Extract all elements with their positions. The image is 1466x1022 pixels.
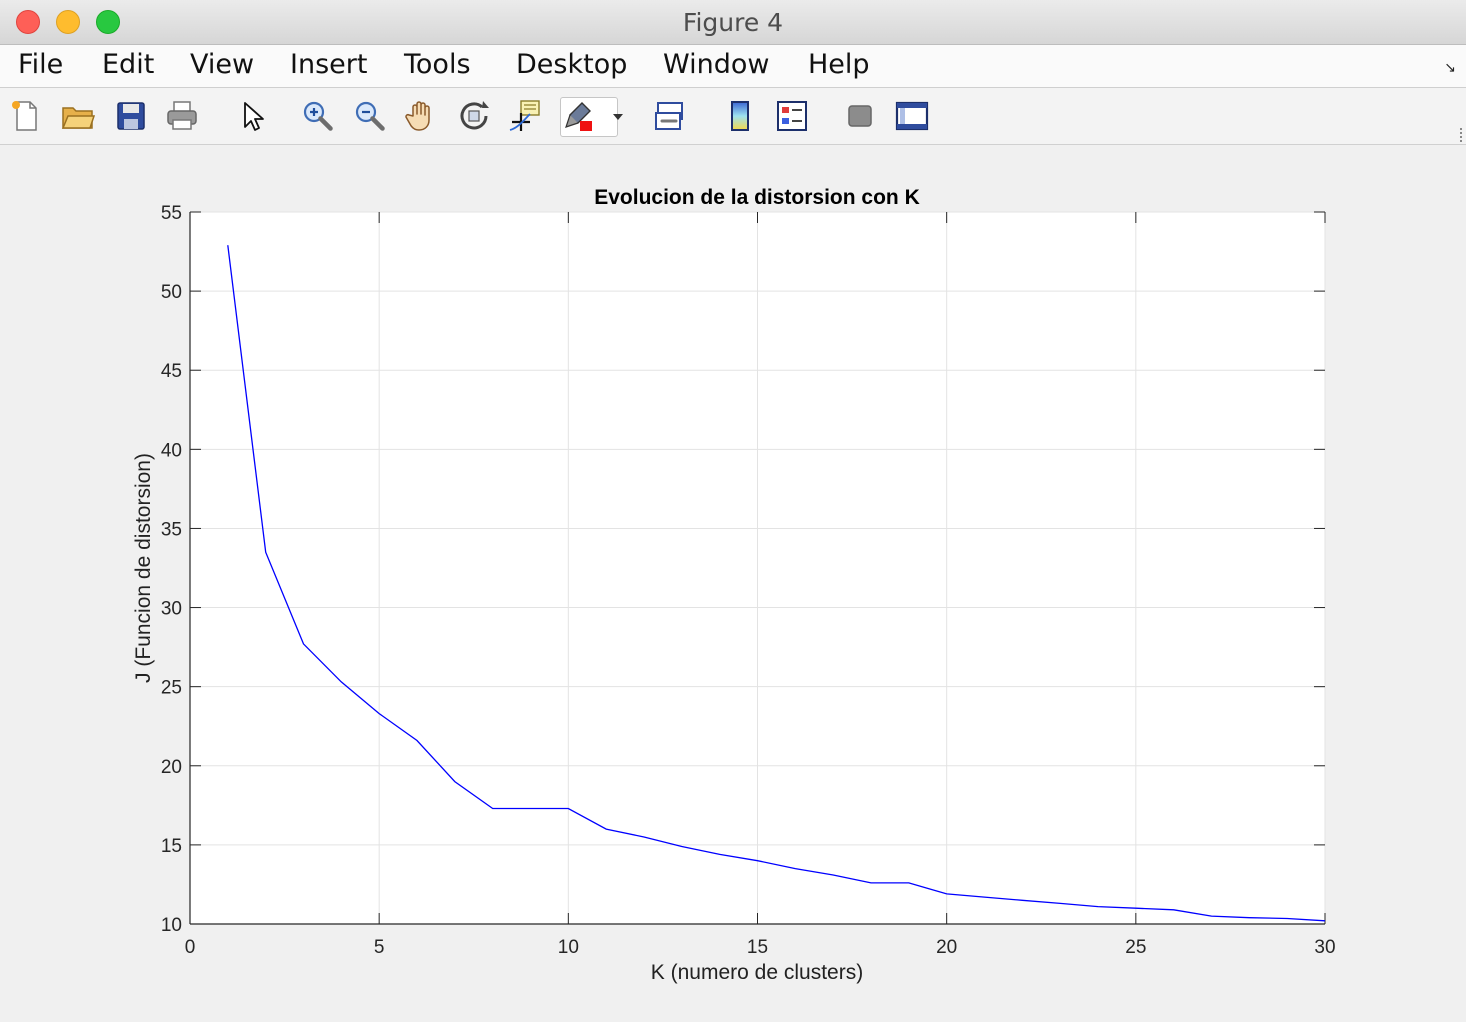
y-tick-label: 15 <box>161 836 182 857</box>
y-tick-label: 45 <box>161 361 182 382</box>
y-tick-label: 10 <box>161 915 182 936</box>
x-tick-label: 0 <box>185 937 196 958</box>
y-tick-label: 20 <box>161 757 182 778</box>
menu-edit[interactable]: Edit <box>102 49 155 80</box>
print-icon[interactable] <box>164 98 200 134</box>
menu-file[interactable]: File <box>18 49 64 80</box>
series-line <box>227 245 1326 922</box>
toolbar-grip <box>1460 128 1464 142</box>
edit-plot-cursor-icon[interactable] <box>234 98 270 134</box>
x-tick-label: 30 <box>1314 937 1335 958</box>
x-tick-label: 25 <box>1125 937 1146 958</box>
menu-help[interactable]: Help <box>808 49 870 80</box>
y-tick-label: 25 <box>161 678 182 699</box>
colorbar-icon[interactable] <box>722 98 758 134</box>
data-cursor-icon[interactable] <box>508 98 544 134</box>
y-tick-label: 50 <box>161 282 182 303</box>
menu-tools[interactable]: Tools <box>404 49 471 80</box>
menu-bar: File Edit View Insert Tools Desktop Wind… <box>0 45 1466 88</box>
maximize-button[interactable] <box>96 10 120 34</box>
chart-title: Evolucion de la distorsion con K <box>594 186 920 209</box>
zoom-in-icon[interactable] <box>300 98 336 134</box>
x-tick-label: 5 <box>374 937 385 958</box>
x-tick-label: 20 <box>936 937 957 958</box>
legend-icon[interactable] <box>774 98 810 134</box>
y-axis-label: J (Funcion de distorsion) <box>132 453 155 683</box>
hide-plot-tools-icon[interactable] <box>842 98 878 134</box>
x-axis-label: K (numero de clusters) <box>651 961 863 984</box>
menu-window[interactable]: Window <box>663 49 770 80</box>
figure-canvas: 0 5 10 15 20 25 30 10 15 20 25 30 35 40 45 50 55 Evoluci… <box>0 145 1466 1022</box>
menu-view[interactable]: View <box>190 49 255 80</box>
rotate-3d-icon[interactable] <box>456 98 492 134</box>
close-button[interactable] <box>16 10 40 34</box>
y-tick-label: 40 <box>161 440 182 461</box>
y-tick-label: 30 <box>161 599 182 620</box>
open-file-icon[interactable] <box>60 98 96 134</box>
menu-insert[interactable]: Insert <box>290 49 368 80</box>
title-bar: Figure 4 <box>0 0 1466 45</box>
y-tick-label: 55 <box>161 203 182 224</box>
link-plot-icon[interactable] <box>652 98 688 134</box>
pan-hand-icon[interactable] <box>404 98 440 134</box>
new-figure-icon[interactable] <box>8 98 44 134</box>
y-tick-label: 35 <box>161 519 182 540</box>
zoom-out-icon[interactable] <box>352 98 388 134</box>
menu-desktop[interactable]: Desktop <box>516 49 628 80</box>
x-tick-label: 15 <box>747 937 768 958</box>
save-icon[interactable] <box>113 98 149 134</box>
dock-figure-icon[interactable]: ↘ <box>1444 59 1456 75</box>
window-title: Figure 4 <box>682 8 784 37</box>
brush-dropdown-icon[interactable] <box>608 98 628 134</box>
line-chart: 0 5 10 15 20 25 30 10 15 20 25 30 35 40 45 50 55 Evoluci… <box>132 186 1336 984</box>
x-tick-label: 10 <box>558 937 579 958</box>
show-plot-tools-icon[interactable] <box>894 98 930 134</box>
figure-toolbar <box>0 88 1466 145</box>
minimize-button[interactable] <box>56 10 80 34</box>
